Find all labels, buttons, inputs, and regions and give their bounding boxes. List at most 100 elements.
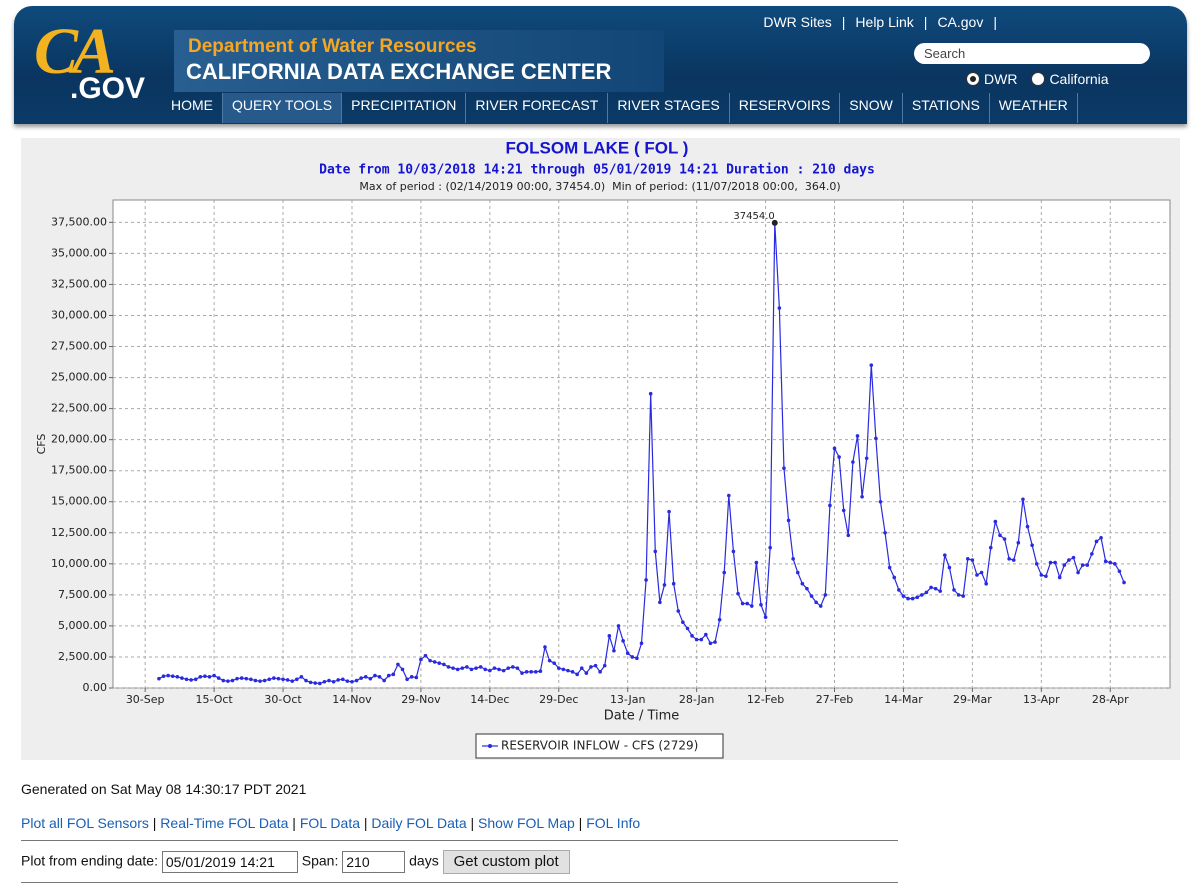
y-tick-label: 20,000.00 [51,433,107,446]
nav-item[interactable]: RIVER STAGES [608,93,730,123]
nav: HOME QUERY TOOLS PRECIPITATION RIVER FORECA… [162,93,1078,123]
data-point [855,434,860,438]
radio-label[interactable]: California [1049,71,1109,87]
data-point [409,675,414,679]
data-point [681,620,685,624]
data-point [938,589,943,593]
data-point [694,637,699,642]
nav-item[interactable]: RESERVOIRS [730,93,841,123]
data-point [690,634,694,638]
generated: Generated on Sat May 08 14:30:17 PDT 202… [21,781,307,797]
top-link[interactable]: CA.gov [937,14,984,30]
data-point [299,675,304,679]
data-point [584,671,589,675]
y-axis-label: CFS [35,434,48,455]
data-point [281,677,285,682]
link[interactable]: FOL Data [299,815,360,831]
nav-item[interactable]: HOME [162,93,223,123]
data-point [1080,563,1085,567]
data-point [203,674,207,679]
data-point [1002,537,1007,541]
y-tick-label: 25,000.00 [51,371,107,384]
link[interactable]: Plot all FOL Sensors [21,815,149,831]
top-link[interactable]: DWR Sites [763,14,832,30]
x-tick-label: 13-Apr [1023,693,1060,706]
data-point [740,601,745,606]
data-point [469,667,474,672]
x-tick-label: 29-Nov [401,693,441,706]
data-point [621,639,625,643]
top-link[interactable]: Help Link [855,14,914,30]
data-point [625,651,630,656]
radios: DWR California [966,71,1109,87]
center-title: CALIFORNIA DATA EXCHANGE CENTER [186,59,612,84]
data-point [1076,570,1080,575]
data-point [451,666,455,670]
chart-title: FOLSOM LAKE ( FOL ) [506,138,689,157]
label: days [409,852,439,869]
radio-dot[interactable] [966,72,980,86]
search-box[interactable]: Search [914,43,1150,64]
data-point [423,653,428,658]
data-point [272,676,276,680]
data-point [428,658,432,663]
data-point [184,677,189,682]
separator: | [288,815,300,831]
legend-label: RESERVOIR INFLOW - CFS (2729) [501,739,698,753]
date-input[interactable]: 05/01/2019 14:21 [161,851,298,873]
nav-item[interactable]: WEATHER [990,93,1078,123]
link[interactable]: FOL Info [586,815,641,831]
data-point [717,617,722,622]
nav-item[interactable]: QUERY TOOLS [223,93,343,123]
data-point [442,662,446,667]
data-point [639,641,644,646]
data-point [198,675,203,679]
data-point [1094,539,1099,544]
nav-item[interactable]: PRECIPITATION [342,93,467,123]
link[interactable]: Real-Time FOL Data [160,815,289,831]
data-point [897,588,901,592]
button[interactable]: Get custom plot [442,850,570,874]
y-tick-label: 12,500.00 [51,526,107,539]
data-point [547,658,552,663]
data-point [538,669,543,674]
data-point [860,494,864,499]
data-point [460,666,465,670]
x-tick-label: 28-Apr [1092,693,1129,706]
data-point [1016,540,1021,545]
data-point [556,666,561,670]
data-point [956,593,961,597]
radio[interactable]: DWR [966,71,1017,87]
data-point [318,681,322,686]
logo-gov[interactable]: .GOV [70,72,146,105]
radio[interactable]: California [1031,71,1109,87]
span-input[interactable]: 210 [342,851,406,873]
data-point [1067,558,1071,562]
title-box: Department of Water Resources CALIFORNIA… [174,30,664,92]
data-point [795,570,800,575]
data-point [1062,563,1067,567]
data-point [529,670,534,674]
y-tick-label: 30,000.00 [51,308,107,321]
x-tick-label: 30-Sep [126,693,165,706]
logo-ca[interactable]: CA [34,15,116,88]
link[interactable]: Daily FOL Data [371,815,467,831]
data-point [1108,560,1113,565]
data-point [216,676,221,680]
nav-item[interactable]: SNOW [840,93,903,123]
data-point [998,533,1002,538]
data-point [1103,559,1108,564]
radio-label[interactable]: DWR [984,71,1018,87]
nav-item[interactable]: RIVER FORECAST [466,93,609,123]
data-point [892,575,897,580]
data-point [432,660,437,664]
data-point [635,656,639,660]
nav-item[interactable]: STATIONS [903,93,990,123]
data-point [483,667,488,672]
data-point [474,666,478,670]
data-point [607,634,612,638]
data-point [1122,580,1126,585]
x-tick-label: 29-Dec [539,693,578,706]
radio-dot[interactable] [1031,72,1046,86]
link[interactable]: Show FOL Map [478,815,575,831]
